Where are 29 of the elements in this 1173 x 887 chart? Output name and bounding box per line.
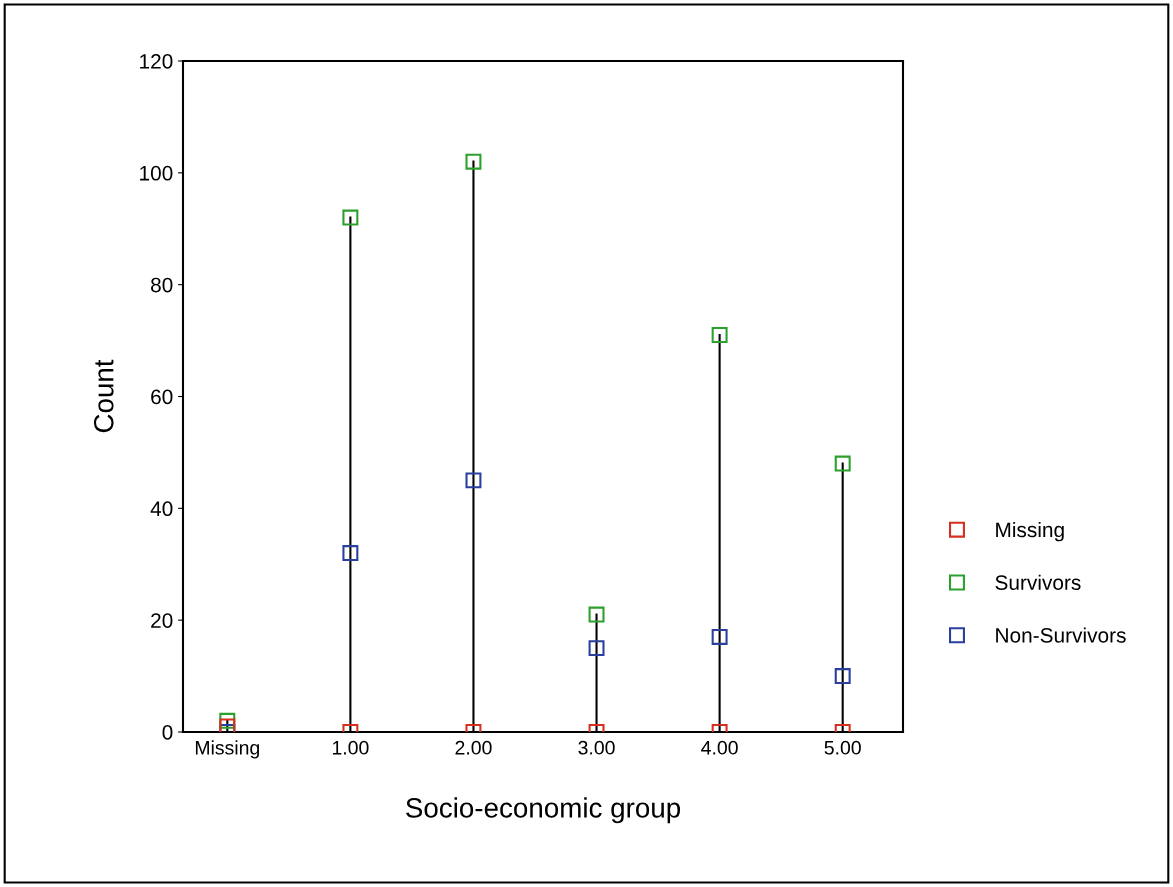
y-tick-label: 60 xyxy=(151,389,173,405)
point xyxy=(465,153,482,170)
y-tick-label: 100 xyxy=(140,165,173,181)
point xyxy=(834,668,851,685)
x-tick-label: 2.00 xyxy=(455,740,492,755)
legend-label: Survivors xyxy=(995,574,1081,590)
point xyxy=(465,472,482,489)
point xyxy=(219,718,236,732)
y-tick-label: 120 xyxy=(140,54,173,69)
y-tick-label: 40 xyxy=(150,501,173,517)
x-tick-label: 5.00 xyxy=(824,740,861,755)
x-tick-label: 3.00 xyxy=(578,740,615,755)
x-axis-title: Socio-economic group xyxy=(406,797,681,824)
point xyxy=(588,606,605,623)
point xyxy=(342,209,359,226)
y-axis-title: Count xyxy=(93,359,114,433)
x-tick-label: Missing xyxy=(195,740,260,759)
y-tick-label: 80 xyxy=(151,277,173,293)
point xyxy=(834,455,851,472)
y-tick-label: 0 xyxy=(162,725,173,740)
point xyxy=(711,327,728,343)
x-tick-label: 1.00 xyxy=(332,740,369,755)
legend-label: Missing xyxy=(996,521,1064,542)
point xyxy=(588,640,605,657)
legend-label: Non-Survivors xyxy=(996,627,1126,643)
y-tick-label: 20 xyxy=(151,613,173,628)
point xyxy=(342,545,359,562)
point xyxy=(711,628,728,645)
x-tick-label: 4.00 xyxy=(701,740,738,755)
